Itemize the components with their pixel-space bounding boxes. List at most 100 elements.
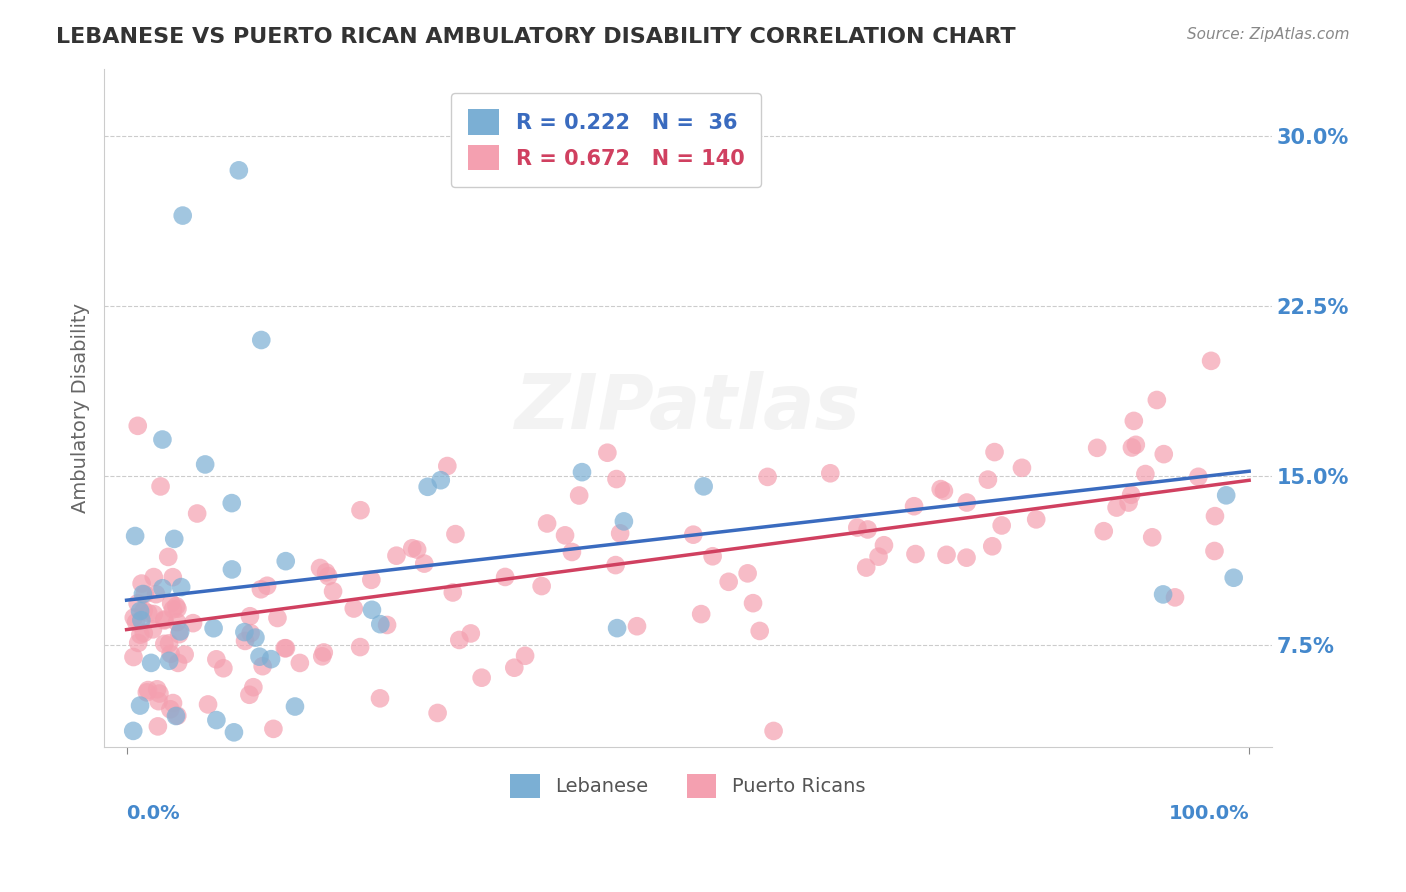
Puerto Ricans: [149, 479, 172, 493]
Puerto Ricans: [682, 527, 704, 541]
Puerto Ricans: [142, 607, 165, 621]
Point: [205, 713, 228, 727]
Puerto Ricans: [748, 624, 770, 638]
Lebanese: [249, 649, 271, 664]
Lebanese: [1152, 587, 1174, 601]
Puerto Ricans: [262, 722, 284, 736]
Puerto Ricans: [1125, 438, 1147, 452]
Lebanese: [163, 532, 186, 546]
Puerto Ricans: [1025, 512, 1047, 526]
Puerto Ricans: [375, 618, 398, 632]
Lebanese: [571, 465, 593, 479]
Lebanese: [152, 433, 174, 447]
Puerto Ricans: [856, 523, 879, 537]
Puerto Ricans: [205, 652, 228, 666]
Puerto Ricans: [554, 528, 576, 542]
Puerto Ricans: [1140, 530, 1163, 544]
Puerto Ricans: [413, 557, 436, 571]
Puerto Ricans: [212, 661, 235, 675]
Puerto Ricans: [288, 656, 311, 670]
Puerto Ricans: [181, 616, 204, 631]
Puerto Ricans: [134, 587, 156, 601]
Puerto Ricans: [122, 610, 145, 624]
Puerto Ricans: [873, 538, 896, 552]
Puerto Ricans: [932, 483, 955, 498]
Puerto Ricans: [162, 570, 184, 584]
Lebanese: [124, 529, 146, 543]
Puerto Ricans: [274, 641, 297, 656]
Puerto Ricans: [1204, 509, 1226, 524]
Lebanese: [131, 613, 153, 627]
Puerto Ricans: [609, 526, 631, 541]
Puerto Ricans: [148, 686, 170, 700]
Y-axis label: Ambulatory Disability: Ambulatory Disability: [72, 302, 90, 513]
Point: [172, 209, 194, 223]
Puerto Ricans: [449, 632, 471, 647]
Puerto Ricans: [162, 696, 184, 710]
Puerto Ricans: [186, 507, 208, 521]
Puerto Ricans: [742, 596, 765, 610]
Puerto Ricans: [717, 574, 740, 589]
Puerto Ricans: [146, 719, 169, 733]
Lebanese: [202, 621, 225, 635]
Puerto Ricans: [142, 570, 165, 584]
Puerto Ricans: [153, 614, 176, 628]
Puerto Ricans: [157, 549, 180, 564]
Puerto Ricans: [1105, 500, 1128, 515]
Puerto Ricans: [166, 601, 188, 615]
Puerto Ricans: [1011, 460, 1033, 475]
Puerto Ricans: [568, 488, 591, 502]
Puerto Ricans: [197, 698, 219, 712]
Lebanese: [152, 581, 174, 595]
Puerto Ricans: [990, 518, 1012, 533]
Lebanese: [222, 725, 245, 739]
Lebanese: [157, 654, 180, 668]
Lebanese: [245, 631, 267, 645]
Puerto Ricans: [762, 723, 785, 738]
Lebanese: [233, 625, 256, 640]
Puerto Ricans: [132, 626, 155, 640]
Lebanese: [165, 709, 187, 723]
Puerto Ricans: [1085, 441, 1108, 455]
Puerto Ricans: [256, 579, 278, 593]
Lebanese: [692, 479, 714, 493]
Puerto Ricans: [238, 688, 260, 702]
Puerto Ricans: [322, 584, 344, 599]
Puerto Ricans: [1121, 488, 1143, 502]
Puerto Ricans: [471, 671, 494, 685]
Puerto Ricans: [312, 645, 335, 659]
Text: 0.0%: 0.0%: [127, 804, 180, 822]
Puerto Ricans: [131, 576, 153, 591]
Puerto Ricans: [536, 516, 558, 531]
Puerto Ricans: [160, 596, 183, 610]
Puerto Ricans: [737, 566, 759, 581]
Puerto Ricans: [250, 582, 273, 597]
Puerto Ricans: [127, 636, 149, 650]
Legend: Lebanese, Puerto Ricans: Lebanese, Puerto Ricans: [502, 766, 873, 805]
Puerto Ricans: [605, 472, 627, 486]
Puerto Ricans: [855, 560, 877, 574]
Puerto Ricans: [756, 470, 779, 484]
Puerto Ricans: [146, 682, 169, 697]
Point: [194, 458, 217, 472]
Puerto Ricans: [503, 661, 526, 675]
Puerto Ricans: [460, 626, 482, 640]
Puerto Ricans: [1121, 441, 1143, 455]
Puerto Ricans: [315, 566, 337, 580]
Puerto Ricans: [173, 648, 195, 662]
Lebanese: [429, 473, 451, 487]
Puerto Ricans: [605, 558, 627, 573]
Puerto Ricans: [166, 615, 188, 629]
Puerto Ricans: [702, 549, 724, 564]
Puerto Ricans: [127, 418, 149, 433]
Point: [228, 163, 250, 178]
Lebanese: [122, 723, 145, 738]
Puerto Ricans: [929, 482, 952, 496]
Puerto Ricans: [309, 561, 332, 575]
Puerto Ricans: [157, 636, 180, 650]
Puerto Ricans: [142, 623, 165, 637]
Puerto Ricans: [1092, 524, 1115, 539]
Puerto Ricans: [1204, 544, 1226, 558]
Puerto Ricans: [125, 615, 148, 630]
Puerto Ricans: [983, 445, 1005, 459]
